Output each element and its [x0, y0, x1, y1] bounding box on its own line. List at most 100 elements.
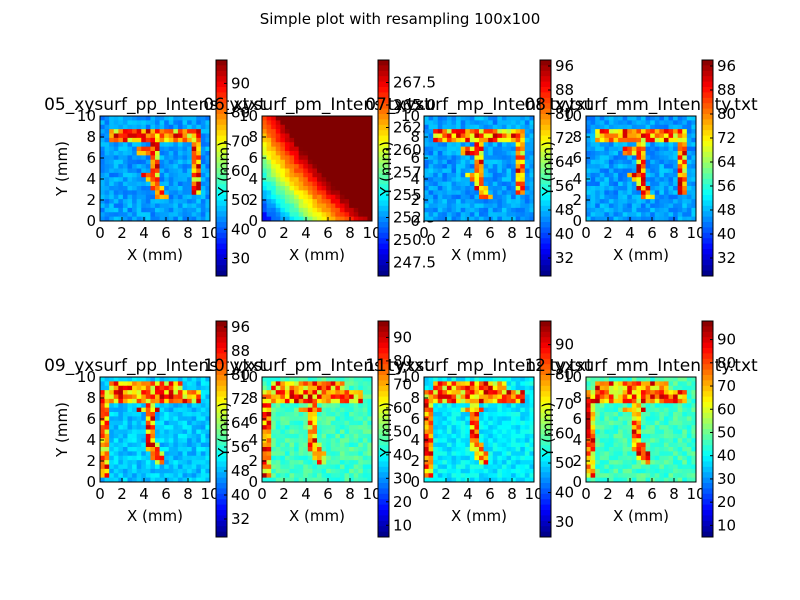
heatmap-cell [312, 116, 318, 121]
heatmap-cell [289, 390, 295, 395]
heatmap-cell [150, 390, 156, 395]
colorbar-segment [378, 216, 389, 223]
heatmap-cell [284, 394, 290, 400]
colorbar-tick-label: 50 [393, 422, 412, 440]
colorbar-segment [540, 466, 551, 473]
heatmap-cell [492, 398, 498, 404]
heatmap-cell [191, 186, 197, 191]
colorbar-segment [378, 515, 389, 522]
colorbar-tick-label: 88 [231, 342, 250, 360]
heatmap-cell [118, 120, 124, 126]
heatmap-cell [586, 381, 591, 387]
heatmap-cell [187, 442, 193, 448]
heatmap-cell [168, 164, 174, 169]
heatmap-cell [266, 172, 272, 178]
heatmap-cell [280, 159, 286, 165]
heatmap-cell [604, 416, 610, 422]
heatmap-cell [456, 142, 462, 148]
heatmap-cell [506, 464, 512, 470]
heatmap-cell [344, 168, 350, 174]
colorbar-segment [216, 249, 227, 255]
heatmap-cell [654, 216, 660, 222]
heatmap-cell [344, 455, 350, 461]
heatmap-cell [298, 442, 304, 448]
heatmap-cell [483, 120, 489, 126]
heatmap-cell [303, 116, 309, 121]
heatmap-cell [307, 168, 313, 174]
heatmap-cell [428, 137, 434, 143]
heatmap-cell [479, 407, 484, 413]
heatmap-cell [511, 377, 517, 382]
heatmap-cell [599, 177, 605, 183]
colorbar-segment [216, 423, 227, 430]
heatmap-cell [113, 407, 119, 413]
heatmap-cell [650, 420, 656, 426]
heatmap-cell [173, 207, 179, 213]
heatmap-cell [284, 407, 290, 413]
heatmap-cell [645, 438, 651, 444]
heatmap-cell [132, 207, 138, 213]
heatmap-cell [280, 186, 286, 191]
heatmap-cell [686, 381, 692, 387]
heatmap-cell [312, 390, 318, 395]
colorbar-segment [702, 195, 713, 201]
plot-frame [99, 115, 211, 222]
heatmap-cell [196, 433, 202, 439]
heatmap-cell [275, 416, 281, 422]
heatmap-cell [654, 194, 660, 200]
heatmap-cell [303, 438, 309, 444]
heatmap-cell [298, 120, 304, 126]
heatmap-cell [349, 377, 355, 382]
heatmap-cell [650, 133, 656, 139]
heatmap-cell [271, 151, 277, 156]
y-tick-label: 8 [86, 389, 96, 407]
heatmap-cell [266, 133, 272, 139]
heatmap-cell [428, 455, 434, 461]
heatmap-cell [284, 194, 290, 200]
heatmap-cell [446, 129, 452, 134]
heatmap-cell [511, 442, 517, 448]
y-tick-label: 8 [86, 128, 96, 146]
heatmap-cell [187, 216, 193, 222]
heatmap-cell [668, 168, 674, 174]
heatmap-cell [177, 377, 183, 382]
y-tick-label: 4 [86, 170, 96, 188]
heatmap-cell [529, 416, 535, 422]
heatmap-cell [141, 455, 147, 461]
heatmap-cell [127, 199, 133, 204]
heatmap-cell [289, 464, 295, 470]
heatmap-cell [460, 124, 466, 130]
heatmap-cell [200, 385, 206, 391]
heatmap-cell [294, 464, 300, 470]
heatmap-cell [529, 455, 535, 461]
heatmap-cell [506, 168, 512, 174]
heatmap-cell [196, 129, 202, 134]
heatmap-cell [122, 377, 128, 382]
heatmap-cell [330, 394, 336, 400]
heatmap-cell [618, 385, 624, 391]
heatmap-cell [275, 451, 281, 457]
heatmap-cell [506, 407, 512, 413]
heatmap-cell [349, 216, 355, 222]
heatmap-cell [349, 186, 355, 191]
heatmap-cell [159, 416, 165, 422]
heatmap-cell [150, 168, 156, 174]
heatmap-cell [330, 390, 336, 395]
heatmap-cell [113, 416, 119, 422]
heatmap-cell [465, 442, 471, 448]
heatmap-cell [456, 394, 462, 400]
heatmap-cell [456, 186, 462, 191]
colorbar-segment [702, 87, 713, 93]
heatmap-cell [196, 425, 202, 430]
colorbar-segment [216, 265, 227, 272]
heatmap-cell [159, 394, 165, 400]
heatmap-cell [100, 181, 105, 187]
heatmap-cell [145, 460, 151, 465]
heatmap-cell [677, 425, 683, 430]
colorbar-segment [216, 342, 227, 349]
heatmap-cell [353, 142, 359, 148]
heatmap-cell [433, 133, 439, 139]
heatmap-cell [155, 146, 160, 152]
colorbar-segment [216, 391, 227, 398]
heatmap-cell [159, 137, 165, 143]
